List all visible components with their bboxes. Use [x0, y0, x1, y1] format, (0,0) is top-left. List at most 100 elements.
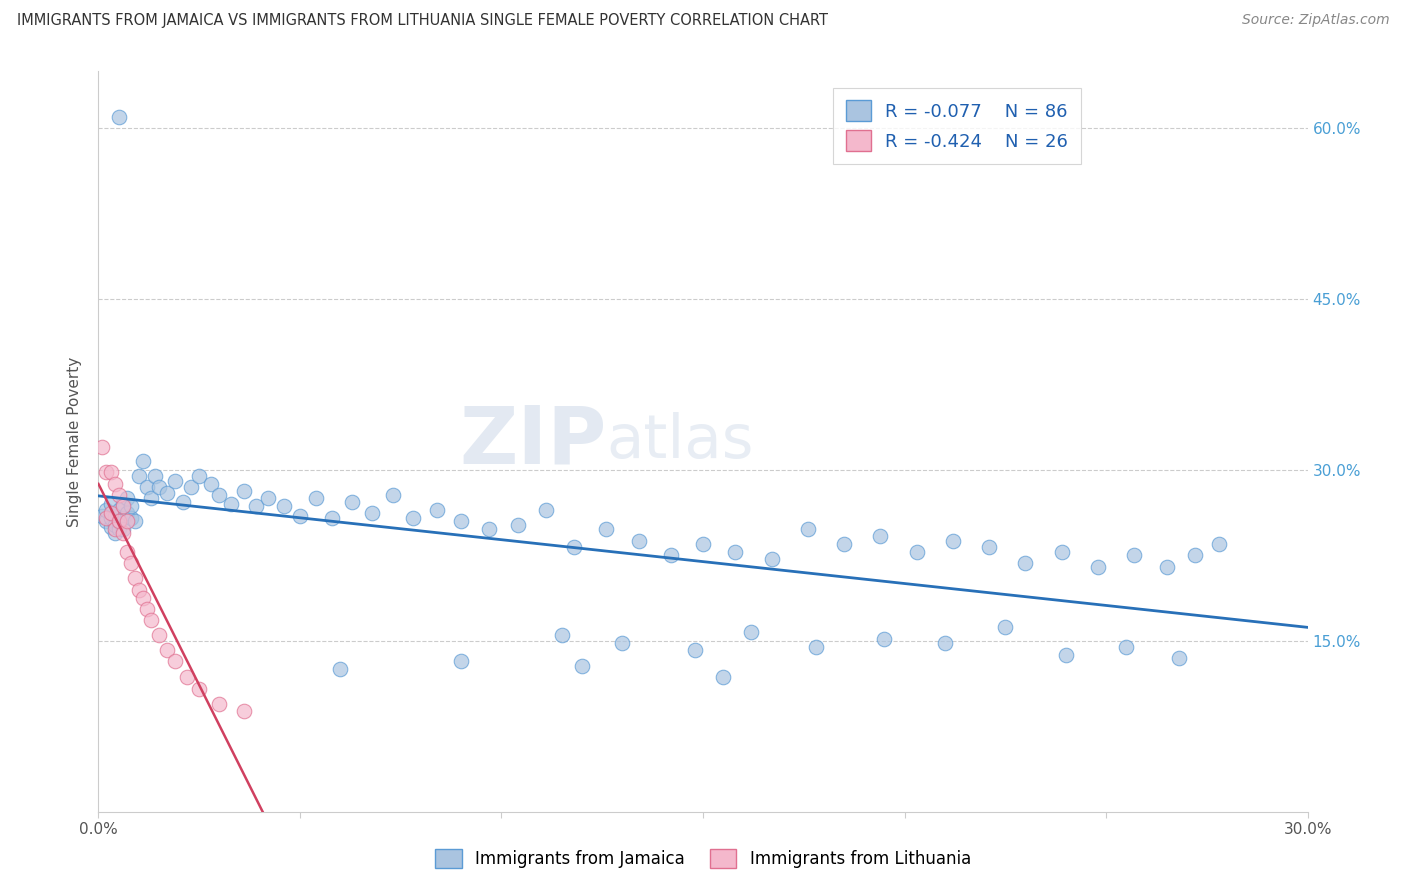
- Point: [905, 545, 928, 559]
- Point: [1184, 549, 1206, 563]
- Point: [1087, 559, 1109, 574]
- Point: [188, 681, 211, 696]
- Point: [139, 613, 162, 627]
- Point: [96, 511, 118, 525]
- Point: [96, 503, 118, 517]
- Point: [180, 480, 202, 494]
- Point: [426, 503, 449, 517]
- Point: [1050, 545, 1073, 559]
- Point: [96, 465, 118, 479]
- Point: [124, 514, 146, 528]
- Point: [132, 591, 155, 605]
- Point: [478, 522, 501, 536]
- Point: [111, 500, 134, 514]
- Legend: R = -0.077    N = 86, R = -0.424    N = 26: R = -0.077 N = 86, R = -0.424 N = 26: [832, 87, 1081, 164]
- Point: [115, 491, 138, 506]
- Point: [148, 480, 170, 494]
- Point: [832, 537, 855, 551]
- Point: [139, 491, 162, 506]
- Point: [115, 506, 138, 520]
- Text: IMMIGRANTS FROM JAMAICA VS IMMIGRANTS FROM LITHUANIA SINGLE FEMALE POVERTY CORRE: IMMIGRANTS FROM JAMAICA VS IMMIGRANTS FR…: [17, 13, 828, 29]
- Point: [804, 640, 827, 654]
- Point: [200, 476, 222, 491]
- Point: [172, 495, 194, 509]
- Point: [115, 545, 138, 559]
- Point: [156, 485, 179, 500]
- Point: [873, 632, 896, 646]
- Point: [208, 488, 231, 502]
- Point: [100, 465, 122, 479]
- Point: [188, 468, 211, 483]
- Point: [1014, 557, 1036, 571]
- Point: [740, 624, 762, 639]
- Point: [148, 628, 170, 642]
- Point: [107, 503, 129, 517]
- Point: [256, 491, 278, 506]
- Point: [305, 491, 328, 506]
- Point: [994, 620, 1017, 634]
- Point: [143, 468, 166, 483]
- Point: [232, 705, 254, 719]
- Point: [163, 654, 186, 668]
- Point: [551, 628, 574, 642]
- Point: [595, 522, 617, 536]
- Point: [91, 440, 114, 454]
- Point: [1208, 537, 1230, 551]
- Point: [534, 503, 557, 517]
- Point: [115, 514, 138, 528]
- Point: [103, 508, 125, 523]
- Point: [128, 468, 150, 483]
- Point: [402, 511, 425, 525]
- Point: [692, 537, 714, 551]
- Point: [761, 552, 783, 566]
- Point: [107, 110, 129, 124]
- Point: [176, 670, 198, 684]
- Point: [361, 506, 384, 520]
- Point: [107, 488, 129, 502]
- Point: [100, 520, 122, 534]
- Point: [273, 500, 295, 514]
- Point: [135, 480, 157, 494]
- Y-axis label: Single Female Poverty: Single Female Poverty: [67, 357, 83, 526]
- Point: [111, 497, 134, 511]
- Point: [1123, 549, 1146, 563]
- Point: [132, 454, 155, 468]
- Point: [683, 643, 706, 657]
- Point: [288, 508, 311, 523]
- Point: [163, 475, 186, 489]
- Point: [208, 697, 231, 711]
- Point: [96, 514, 118, 528]
- Point: [120, 500, 142, 514]
- Point: [979, 541, 1001, 555]
- Point: [103, 476, 125, 491]
- Point: [232, 483, 254, 498]
- Point: [342, 495, 364, 509]
- Point: [1054, 648, 1077, 662]
- Point: [321, 511, 343, 525]
- Point: [942, 533, 965, 548]
- Point: [869, 529, 891, 543]
- Point: [711, 670, 734, 684]
- Point: [1167, 651, 1189, 665]
- Point: [107, 514, 129, 528]
- Point: [120, 511, 142, 525]
- Point: [934, 636, 956, 650]
- Point: [100, 497, 122, 511]
- Point: [659, 549, 682, 563]
- Point: [1115, 640, 1137, 654]
- Legend: Immigrants from Jamaica, Immigrants from Lithuania: Immigrants from Jamaica, Immigrants from…: [429, 842, 977, 875]
- Point: [111, 522, 134, 536]
- Point: [100, 511, 122, 525]
- Point: [103, 517, 125, 532]
- Point: [111, 525, 134, 540]
- Point: [627, 533, 650, 548]
- Point: [450, 654, 472, 668]
- Point: [797, 522, 820, 536]
- Point: [562, 541, 585, 555]
- Point: [724, 545, 747, 559]
- Point: [124, 571, 146, 585]
- Point: [135, 602, 157, 616]
- Point: [381, 488, 404, 502]
- Point: [329, 662, 352, 676]
- Point: [612, 636, 634, 650]
